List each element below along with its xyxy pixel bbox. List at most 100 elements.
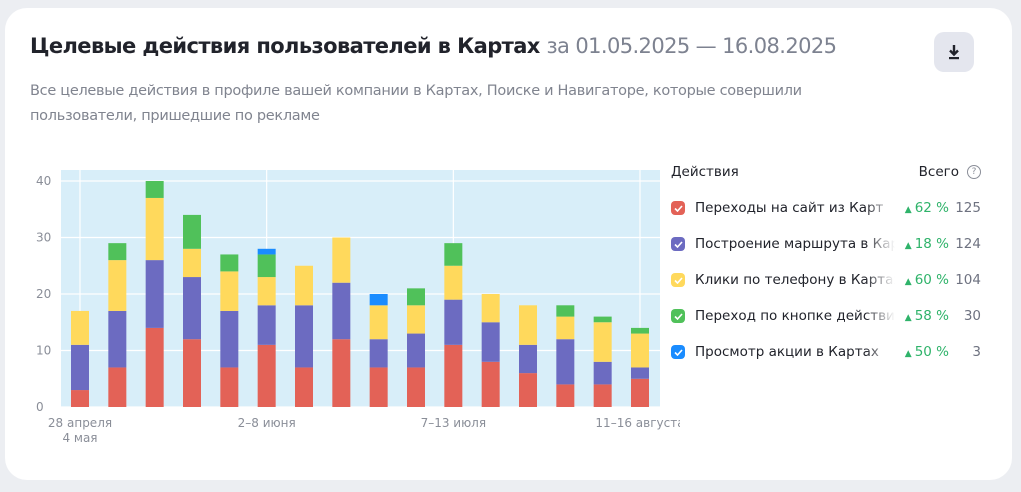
bar-segment[interactable] (556, 384, 575, 407)
legend-label: Просмотр акции в Картах (695, 344, 879, 360)
title-text: Целевые действия пользователей в Картах (30, 34, 540, 58)
bar-segment[interactable] (257, 344, 276, 407)
bar-segment[interactable] (295, 305, 313, 368)
bar-segment[interactable] (444, 299, 463, 345)
bar-segment[interactable] (481, 322, 500, 362)
bar-segment[interactable] (145, 327, 164, 407)
bar-segment[interactable] (257, 248, 276, 255)
legend-change: ▲ 60 % (904, 272, 949, 288)
bar-segment[interactable] (108, 367, 127, 407)
bar-segment[interactable] (369, 305, 388, 340)
bar-segment[interactable] (257, 277, 276, 306)
legend-checkbox[interactable] (671, 273, 685, 287)
bar-segment[interactable] (257, 254, 276, 278)
bar-segment[interactable] (183, 214, 201, 249)
download-icon (949, 45, 959, 60)
bar-segment[interactable] (519, 344, 537, 374)
bar-segment[interactable] (220, 254, 239, 272)
legend-total: 104 (955, 272, 981, 288)
y-tick-label: 40 (36, 174, 51, 188)
bar-segment[interactable] (631, 378, 649, 407)
bar-segment[interactable] (407, 367, 425, 407)
bar-segment[interactable] (631, 327, 649, 334)
download-button[interactable] (934, 32, 974, 72)
bar-segment[interactable] (444, 243, 463, 266)
bar-segment[interactable] (444, 344, 463, 407)
bar-segment[interactable] (145, 260, 164, 328)
y-tick-label: 0 (36, 400, 44, 414)
bar-segment[interactable] (220, 310, 239, 368)
bar-segment[interactable] (369, 367, 388, 407)
y-tick-label: 20 (36, 287, 51, 301)
legend-checkbox[interactable] (671, 345, 685, 359)
title-period: за 01.05.2025 — 16.08.2025 (546, 34, 837, 58)
bar-segment[interactable] (481, 294, 500, 323)
bar-segment[interactable] (332, 237, 351, 283)
arrow-up-icon: ▲ (904, 205, 912, 215)
bar-segment[interactable] (108, 243, 127, 261)
bar-segment[interactable] (183, 248, 201, 278)
check-icon (673, 204, 683, 212)
legend-item[interactable]: Переходы на сайт из Карт ▲ 62 % 125 (671, 190, 981, 226)
legend-label: Клики по телефону в Картах (695, 272, 895, 288)
arrow-up-icon: ▲ (904, 241, 912, 251)
legend-header-total: Всего (918, 164, 959, 180)
x-tick-label: 4 мая (62, 431, 97, 445)
bar-segment[interactable] (369, 339, 388, 368)
x-tick-label: 11–16 августа (595, 416, 680, 430)
bar-segment[interactable] (407, 288, 425, 306)
legend-item[interactable]: Переход по кнопке действия из Карт ▲58 %… (671, 298, 981, 334)
arrow-up-icon: ▲ (904, 349, 912, 359)
bar-segment[interactable] (519, 305, 537, 345)
bar-segment[interactable] (145, 197, 164, 261)
bar-segment[interactable] (556, 305, 575, 317)
bar-segment[interactable] (481, 361, 500, 407)
bar-segment[interactable] (332, 282, 351, 340)
bar-segment[interactable] (71, 310, 89, 345)
legend-total: 125 (955, 200, 981, 216)
bar-segment[interactable] (593, 316, 612, 323)
legend-change: ▲ 58 % (904, 308, 949, 324)
bar-segment[interactable] (295, 265, 313, 306)
check-icon (673, 312, 683, 320)
bar-segment[interactable] (183, 277, 201, 340)
legend-checkbox[interactable] (671, 201, 685, 215)
bar-segment[interactable] (631, 333, 649, 368)
bar-segment[interactable] (369, 294, 388, 306)
bar-segment[interactable] (593, 361, 612, 385)
page-title: Целевые действия пользователей в Картах … (30, 34, 837, 58)
bar-segment[interactable] (407, 333, 425, 368)
bar-segment[interactable] (108, 310, 127, 368)
legend-total: 30 (963, 308, 981, 324)
bar-segment[interactable] (631, 367, 649, 379)
bar-segment[interactable] (407, 305, 425, 334)
bar-segment[interactable] (220, 271, 239, 311)
legend-checkbox[interactable] (671, 237, 685, 251)
bar-segment[interactable] (145, 181, 164, 198)
legend-item[interactable]: Клики по телефону в Картах ▲ 60 % 104 (671, 262, 981, 298)
bar-segment[interactable] (593, 384, 612, 407)
check-icon (673, 348, 683, 356)
bar-segment[interactable] (556, 316, 575, 340)
bar-segment[interactable] (257, 305, 276, 345)
bar-segment[interactable] (295, 367, 313, 407)
help-icon[interactable]: ? (967, 165, 981, 179)
bar-segment[interactable] (183, 339, 201, 407)
bar-segment[interactable] (108, 260, 127, 311)
bar-segment[interactable] (71, 344, 89, 391)
bar-segment[interactable] (444, 265, 463, 300)
legend-label: Переход по кнопке действия из Карт (695, 308, 895, 324)
bar-segment[interactable] (519, 373, 537, 407)
bar-segment[interactable] (71, 390, 89, 407)
bar-segment[interactable] (332, 339, 351, 407)
y-tick-label: 10 (36, 344, 51, 358)
legend: Действия Всего? Переходы на сайт из Карт… (671, 160, 981, 370)
bar-segment[interactable] (556, 339, 575, 385)
legend-item[interactable]: Построение маршрута в Картах ▲18 % 124 (671, 226, 981, 262)
bar-segment[interactable] (593, 322, 612, 362)
legend-item[interactable]: Просмотр акции в Картах ▲ 50 % 3 (671, 334, 981, 370)
legend-checkbox[interactable] (671, 309, 685, 323)
legend-label: Переходы на сайт из Карт (695, 200, 884, 216)
bar-segment[interactable] (220, 367, 239, 407)
